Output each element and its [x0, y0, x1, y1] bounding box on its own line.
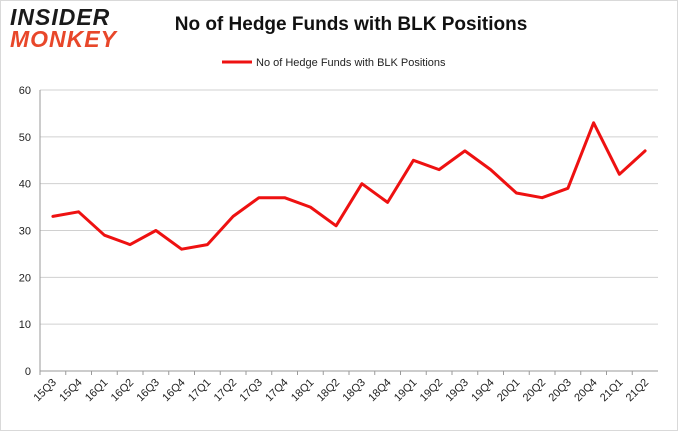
x-tick-label: 20Q2 — [521, 377, 549, 405]
x-tick-label: 18Q4 — [366, 377, 394, 405]
y-tick-label: 10 — [19, 319, 31, 331]
x-tick-label: 16Q4 — [160, 377, 188, 405]
x-tick-label: 17Q2 — [212, 377, 240, 405]
legend-label: No of Hedge Funds with BLK Positions — [256, 57, 446, 69]
x-tick-label: 15Q3 — [31, 377, 59, 405]
x-tick-label: 21Q1 — [598, 377, 626, 405]
x-tick-label: 18Q3 — [340, 377, 368, 405]
x-tick-label: 17Q3 — [237, 377, 265, 405]
y-tick-label: 40 — [19, 179, 31, 191]
x-tick-label: 20Q4 — [572, 377, 600, 405]
logo-line-1: INSIDER — [10, 4, 111, 30]
logo-line-2: MONKEY — [10, 26, 117, 52]
x-tick-label: 18Q2 — [315, 377, 343, 405]
x-tick-label: 18Q1 — [289, 377, 317, 405]
x-tick-label: 17Q1 — [186, 377, 214, 405]
series-line — [51, 121, 647, 251]
y-tick-label: 20 — [19, 272, 31, 284]
x-tick-label: 19Q3 — [443, 377, 471, 405]
insider-monkey-logo: INSIDER MONKEY — [10, 6, 128, 54]
x-tick-label: 16Q2 — [109, 377, 137, 405]
y-tick-label: 50 — [19, 132, 31, 144]
y-tick-label: 30 — [19, 226, 31, 238]
x-tick-label: 17Q4 — [263, 377, 291, 405]
x-tick-label: 19Q1 — [392, 377, 420, 405]
x-tick-label: 21Q2 — [624, 377, 652, 405]
x-tick-label: 16Q3 — [134, 377, 162, 405]
x-tick-label: 20Q3 — [546, 377, 574, 405]
y-tick-label: 60 — [19, 85, 31, 97]
x-tick-label: 16Q1 — [83, 377, 111, 405]
x-tick-label: 15Q4 — [57, 377, 85, 405]
x-tick-label: 19Q2 — [418, 377, 446, 405]
x-tick-label: 20Q1 — [495, 377, 523, 405]
x-tick-label: 19Q4 — [469, 377, 497, 405]
chart-title: No of Hedge Funds with BLK Positions — [174, 14, 528, 35]
y-tick-label: 0 — [25, 366, 31, 378]
